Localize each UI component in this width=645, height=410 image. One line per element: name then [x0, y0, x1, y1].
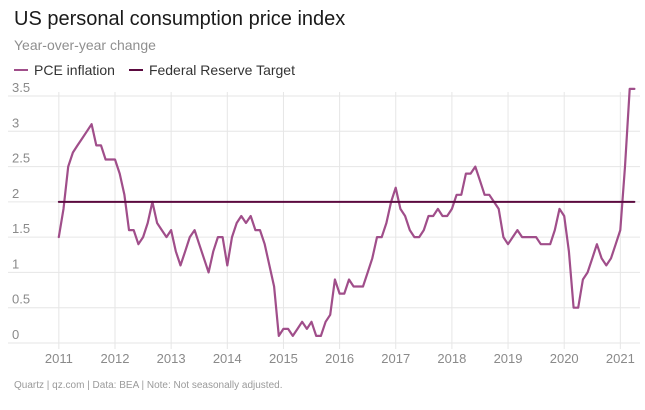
x-tick-label: 2020: [550, 351, 579, 366]
y-tick-label: 1: [12, 256, 19, 271]
series-line-pce-inflation: [57, 87, 636, 337]
y-tick-label: 3.5: [12, 80, 30, 95]
chart-title: US personal consumption price index: [14, 8, 346, 30]
x-tick-label: 2017: [381, 351, 410, 366]
x-tick-label: 2016: [325, 351, 354, 366]
legend-item-target: Federal Reserve Target: [128, 62, 295, 78]
chart-subtitle: Year-over-year change: [14, 37, 156, 53]
source-note: Quartz | qz.com | Data: BEA | Note: Not …: [14, 380, 283, 391]
y-tick-label: 0: [12, 327, 19, 342]
y-tick-label: 0.5: [12, 292, 30, 307]
x-tick-label: 2011: [45, 351, 73, 366]
x-tick-label: 2012: [101, 351, 130, 366]
legend-swatch-pce: [14, 69, 28, 71]
x-tick-label: 2013: [157, 351, 186, 366]
x-tick-label: 2021: [606, 351, 635, 366]
legend-item-pce: PCE inflation: [14, 62, 115, 78]
legend-label-target: Federal Reserve Target: [148, 62, 295, 78]
y-tick-label: 3: [12, 115, 19, 130]
y-tick-label: 1.5: [12, 221, 30, 236]
legend: PCE inflation Federal Reserve Target: [14, 62, 309, 78]
x-tick-label: 2014: [213, 351, 242, 366]
x-tick-label: 2018: [437, 351, 466, 366]
legend-swatch-target: [128, 69, 143, 71]
x-tick-label: 2015: [269, 351, 298, 366]
x-tick-label: 2019: [494, 351, 523, 366]
legend-label-pce: PCE inflation: [34, 62, 115, 78]
y-tick-label: 2: [12, 186, 19, 201]
y-tick-label: 2.5: [12, 151, 30, 166]
